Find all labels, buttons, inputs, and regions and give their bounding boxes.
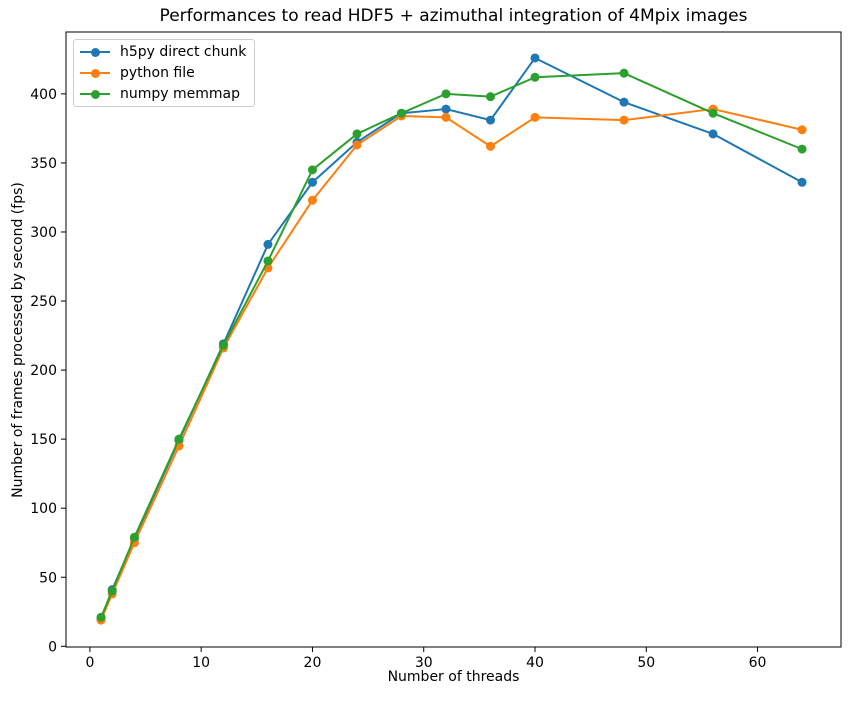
data-point-numpy-memmap [107,586,117,596]
y-tick-label: 200 [30,363,57,379]
legend-label: python file [120,65,195,81]
chart-title: Performances to read HDF5 + azimuthal in… [159,6,748,26]
data-point-numpy-memmap [307,165,317,175]
y-tick-label: 150 [30,432,57,448]
data-point-h5py-direct-chunk [441,104,451,114]
data-point-python-file [441,112,451,122]
series-line-python-file [100,108,804,622]
data-point-numpy-memmap [485,92,495,102]
y-tick-label: 50 [39,570,57,586]
data-point-python-file [797,125,807,135]
series-line-h5py-direct-chunk [100,56,804,620]
data-point-numpy-memmap [619,68,629,78]
y-tick-label: 0 [48,639,57,655]
y-tick-label: 350 [30,156,57,172]
y-tick-label: 250 [30,294,57,310]
data-point-numpy-memmap [708,108,718,118]
data-point-h5py-direct-chunk [708,129,718,139]
data-point-numpy-memmap [174,434,184,444]
legend: h5py direct chunk python file numpy memm… [73,39,256,107]
y-tick-label: 400 [30,87,57,103]
series-line-numpy-memmap [100,72,804,619]
data-point-h5py-direct-chunk [530,53,540,63]
data-point-numpy-memmap [396,108,406,118]
data-point-python-file [619,115,629,125]
legend-line-marker-sample [80,87,110,101]
x-tick-label: 30 [415,655,433,671]
data-point-h5py-direct-chunk [307,177,317,187]
x-tick-label: 10 [192,655,210,671]
data-point-numpy-memmap [263,256,273,266]
data-point-numpy-memmap [530,72,540,82]
data-point-numpy-memmap [129,532,139,542]
data-point-numpy-memmap [797,144,807,154]
x-tick-label: 40 [526,655,544,671]
x-tick-label: 20 [304,655,322,671]
legend-line-marker-sample [80,45,110,59]
data-point-h5py-direct-chunk [619,97,629,107]
x-tick-label: 0 [85,655,94,671]
data-point-python-file [352,140,362,150]
legend-label: h5py direct chunk [120,44,247,60]
legend-line-marker-sample [80,66,110,80]
data-point-numpy-memmap [218,340,228,350]
data-point-python-file [485,141,495,151]
legend-item-h5py-direct-chunk: h5py direct chunk [80,45,246,59]
y-tick-label: 300 [30,225,57,241]
data-point-numpy-memmap [96,612,106,622]
legend-item-numpy-memmap: numpy memmap [80,87,246,101]
legend-label: numpy memmap [120,86,240,102]
data-point-numpy-memmap [441,89,451,99]
data-point-h5py-direct-chunk [263,239,273,249]
x-tick-label: 60 [749,655,767,671]
data-point-python-file [307,195,317,205]
data-point-python-file [530,112,540,122]
legend-item-python-file: python file [80,66,246,80]
y-tick-label: 100 [30,501,57,517]
data-point-numpy-memmap [352,129,362,139]
data-point-h5py-direct-chunk [797,177,807,187]
x-tick-label: 50 [637,655,655,671]
axes-frame [65,31,842,648]
data-point-h5py-direct-chunk [485,115,495,125]
x-axis-label: Number of threads [387,669,520,685]
